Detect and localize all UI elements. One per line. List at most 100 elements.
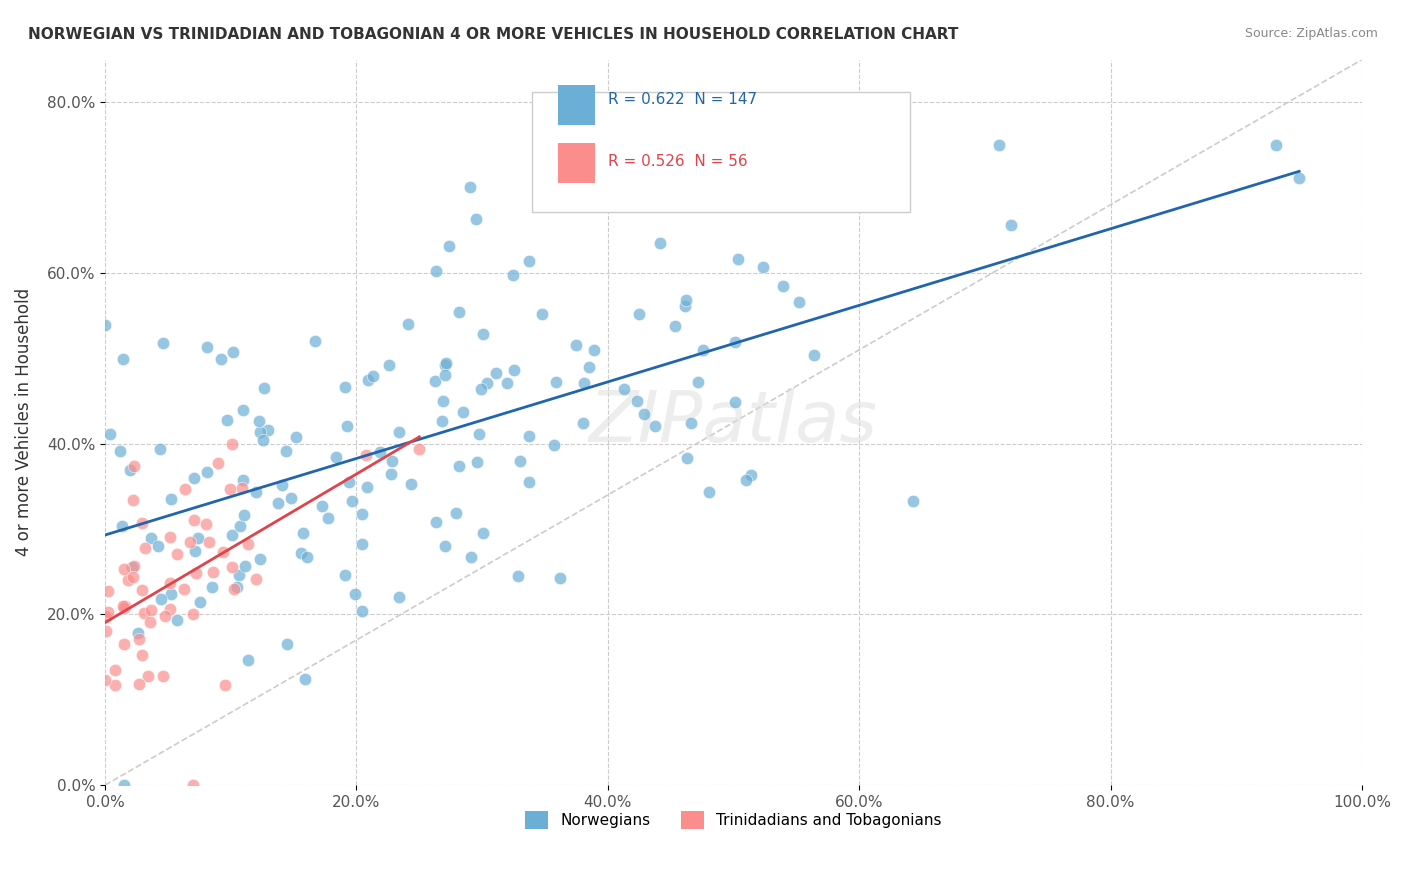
- Norwegians: [432, 394, 454, 409]
- Trinidadians and Tobagonians: [408, 442, 430, 456]
- Trinidadians and Tobagonians: [103, 663, 125, 677]
- Trinidadians and Tobagonians: [94, 608, 117, 623]
- Norwegians: [336, 419, 359, 434]
- Norwegians: [519, 475, 541, 489]
- Norwegians: [318, 510, 340, 524]
- Norwegians: [752, 260, 775, 274]
- Norwegians: [340, 494, 363, 508]
- Trinidadians and Tobagonians: [152, 669, 174, 683]
- Norwegians: [578, 359, 600, 374]
- Trinidadians and Tobagonians: [181, 778, 204, 792]
- Norwegians: [233, 559, 256, 574]
- Norwegians: [352, 537, 374, 551]
- Norwegians: [232, 473, 254, 487]
- Trinidadians and Tobagonians: [183, 513, 205, 527]
- Norwegians: [724, 394, 747, 409]
- FancyBboxPatch shape: [533, 92, 910, 212]
- Norwegians: [388, 425, 411, 439]
- Norwegians: [543, 438, 565, 452]
- Trinidadians and Tobagonians: [134, 541, 156, 555]
- Trinidadians and Tobagonians: [221, 436, 243, 450]
- Norwegians: [530, 307, 553, 321]
- Text: Source: ZipAtlas.com: Source: ZipAtlas.com: [1244, 27, 1378, 40]
- Norwegians: [368, 444, 391, 458]
- Norwegians: [238, 653, 260, 667]
- Norwegians: [222, 344, 245, 359]
- Trinidadians and Tobagonians: [159, 530, 181, 544]
- Norwegians: [160, 587, 183, 601]
- Norwegians: [378, 358, 401, 372]
- Norwegians: [276, 637, 298, 651]
- Norwegians: [266, 496, 288, 510]
- Norwegians: [253, 380, 276, 394]
- Trinidadians and Tobagonians: [198, 535, 221, 549]
- Trinidadians and Tobagonians: [111, 599, 134, 614]
- Norwegians: [127, 626, 149, 640]
- Trinidadians and Tobagonians: [131, 582, 153, 597]
- Norwegians: [304, 334, 326, 348]
- Trinidadians and Tobagonians: [224, 582, 246, 596]
- Norwegians: [311, 499, 333, 513]
- Norwegians: [228, 567, 250, 582]
- Norwegians: [295, 550, 318, 565]
- Norwegians: [644, 419, 666, 434]
- Norwegians: [333, 380, 356, 394]
- Norwegians: [232, 403, 254, 417]
- Norwegians: [344, 586, 367, 600]
- Norwegians: [111, 351, 134, 366]
- Trinidadians and Tobagonians: [201, 566, 224, 580]
- Trinidadians and Tobagonians: [221, 560, 243, 574]
- Norwegians: [423, 374, 446, 388]
- Trinidadians and Tobagonians: [121, 570, 143, 584]
- Norwegians: [396, 317, 419, 331]
- Norwegians: [249, 425, 271, 440]
- Trinidadians and Tobagonians: [128, 676, 150, 690]
- Norwegians: [233, 508, 256, 522]
- Trinidadians and Tobagonians: [122, 492, 145, 507]
- Norwegians: [467, 426, 489, 441]
- Norwegians: [613, 382, 636, 396]
- Norwegians: [460, 549, 482, 564]
- Trinidadians and Tobagonians: [212, 545, 235, 559]
- Norwegians: [434, 358, 457, 372]
- Trinidadians and Tobagonians: [166, 547, 188, 561]
- Trinidadians and Tobagonians: [96, 605, 118, 619]
- Trinidadians and Tobagonians: [128, 632, 150, 647]
- Trinidadians and Tobagonians: [94, 609, 117, 624]
- Norwegians: [188, 594, 211, 608]
- FancyBboxPatch shape: [558, 85, 595, 125]
- Norwegians: [502, 268, 524, 283]
- Norwegians: [252, 434, 274, 448]
- Trinidadians and Tobagonians: [173, 482, 195, 496]
- Trinidadians and Tobagonians: [112, 601, 135, 615]
- Trinidadians and Tobagonians: [159, 576, 181, 591]
- Norwegians: [280, 491, 302, 505]
- Trinidadians and Tobagonians: [94, 673, 117, 687]
- Y-axis label: 4 or more Vehicles in Household: 4 or more Vehicles in Household: [15, 288, 32, 557]
- Norwegians: [270, 478, 292, 492]
- Trinidadians and Tobagonians: [131, 516, 153, 530]
- Norwegians: [472, 525, 495, 540]
- Norwegians: [626, 394, 648, 409]
- Trinidadians and Tobagonians: [179, 535, 201, 549]
- Trinidadians and Tobagonians: [354, 448, 377, 462]
- Trinidadians and Tobagonians: [131, 648, 153, 663]
- Norwegians: [149, 442, 172, 456]
- Norwegians: [325, 450, 347, 464]
- Trinidadians and Tobagonians: [122, 459, 145, 474]
- Norwegians: [111, 518, 134, 533]
- Text: ZIPatlas: ZIPatlas: [589, 388, 879, 457]
- Norwegians: [139, 531, 162, 545]
- Trinidadians and Tobagonians: [138, 615, 160, 630]
- Trinidadians and Tobagonians: [104, 678, 127, 692]
- Norwegians: [228, 519, 250, 533]
- Text: R = 0.622  N = 147: R = 0.622 N = 147: [607, 92, 756, 107]
- Norwegians: [548, 570, 571, 584]
- Norwegians: [284, 430, 307, 444]
- Norwegians: [988, 138, 1011, 153]
- Norwegians: [546, 376, 568, 390]
- Norwegians: [361, 369, 384, 384]
- Norwegians: [274, 444, 297, 458]
- Trinidadians and Tobagonians: [139, 603, 162, 617]
- Norwegians: [803, 349, 825, 363]
